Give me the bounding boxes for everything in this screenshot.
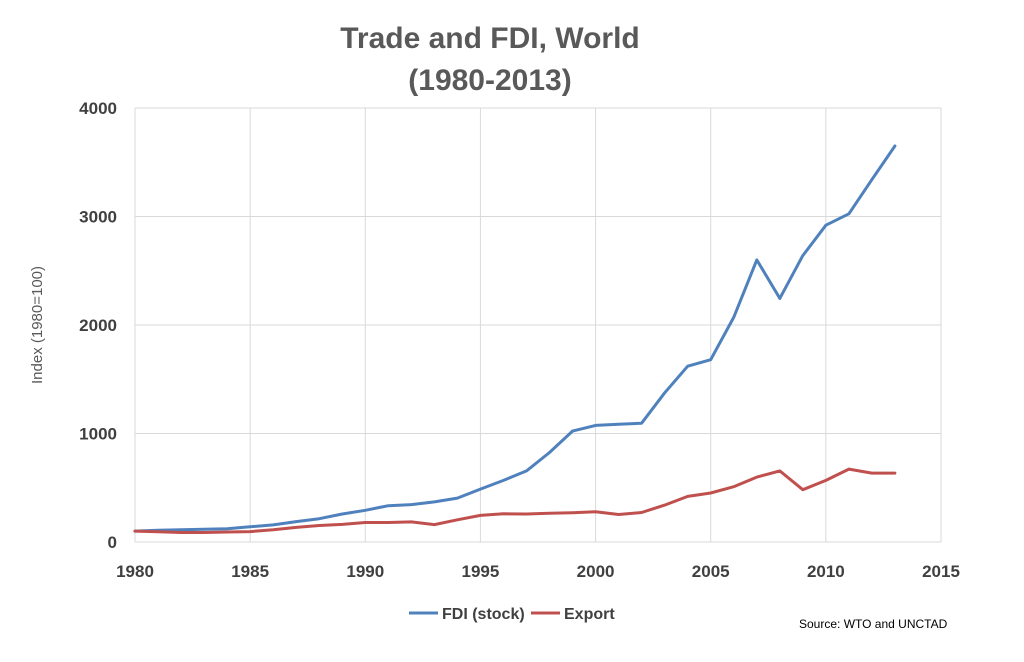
source-note: Source: WTO and UNCTAD [799, 617, 948, 631]
legend-label-fdi: FDI (stock) [442, 606, 525, 623]
x-tick-label: 1985 [231, 562, 269, 581]
series-line-fdi-stock [133, 144, 897, 533]
axes: 1980 1985 1990 1995 2000 2005 2010 2015 0 1000 200… [79, 99, 960, 581]
y-axis-label: Index (1980=100) [29, 266, 46, 384]
series-lines [133, 144, 897, 534]
y-tick-label: 4000 [79, 99, 117, 118]
y-tick-label: 3000 [79, 208, 117, 227]
gridlines [134, 107, 942, 542]
chart-title-line-1: Trade and FDI, World [340, 22, 639, 55]
legend: FDI (stock) Export [409, 606, 615, 623]
y-tick-label: 1000 [79, 425, 117, 444]
x-tick-label: 2010 [807, 562, 845, 581]
x-tick-label: 2005 [692, 562, 730, 581]
x-tick-label: 2015 [922, 562, 960, 581]
x-tick-label: 2000 [577, 562, 615, 581]
x-tick-label: 1990 [346, 562, 384, 581]
x-tick-label: 1995 [462, 562, 500, 581]
legend-label-export: Export [564, 606, 615, 623]
y-tick-label: 0 [108, 533, 117, 552]
y-tick-label: 2000 [79, 316, 117, 335]
x-tick-label: 1980 [116, 562, 154, 581]
series-line-export [133, 467, 897, 534]
chart-title-line-2: (1980-2013) [408, 64, 571, 97]
